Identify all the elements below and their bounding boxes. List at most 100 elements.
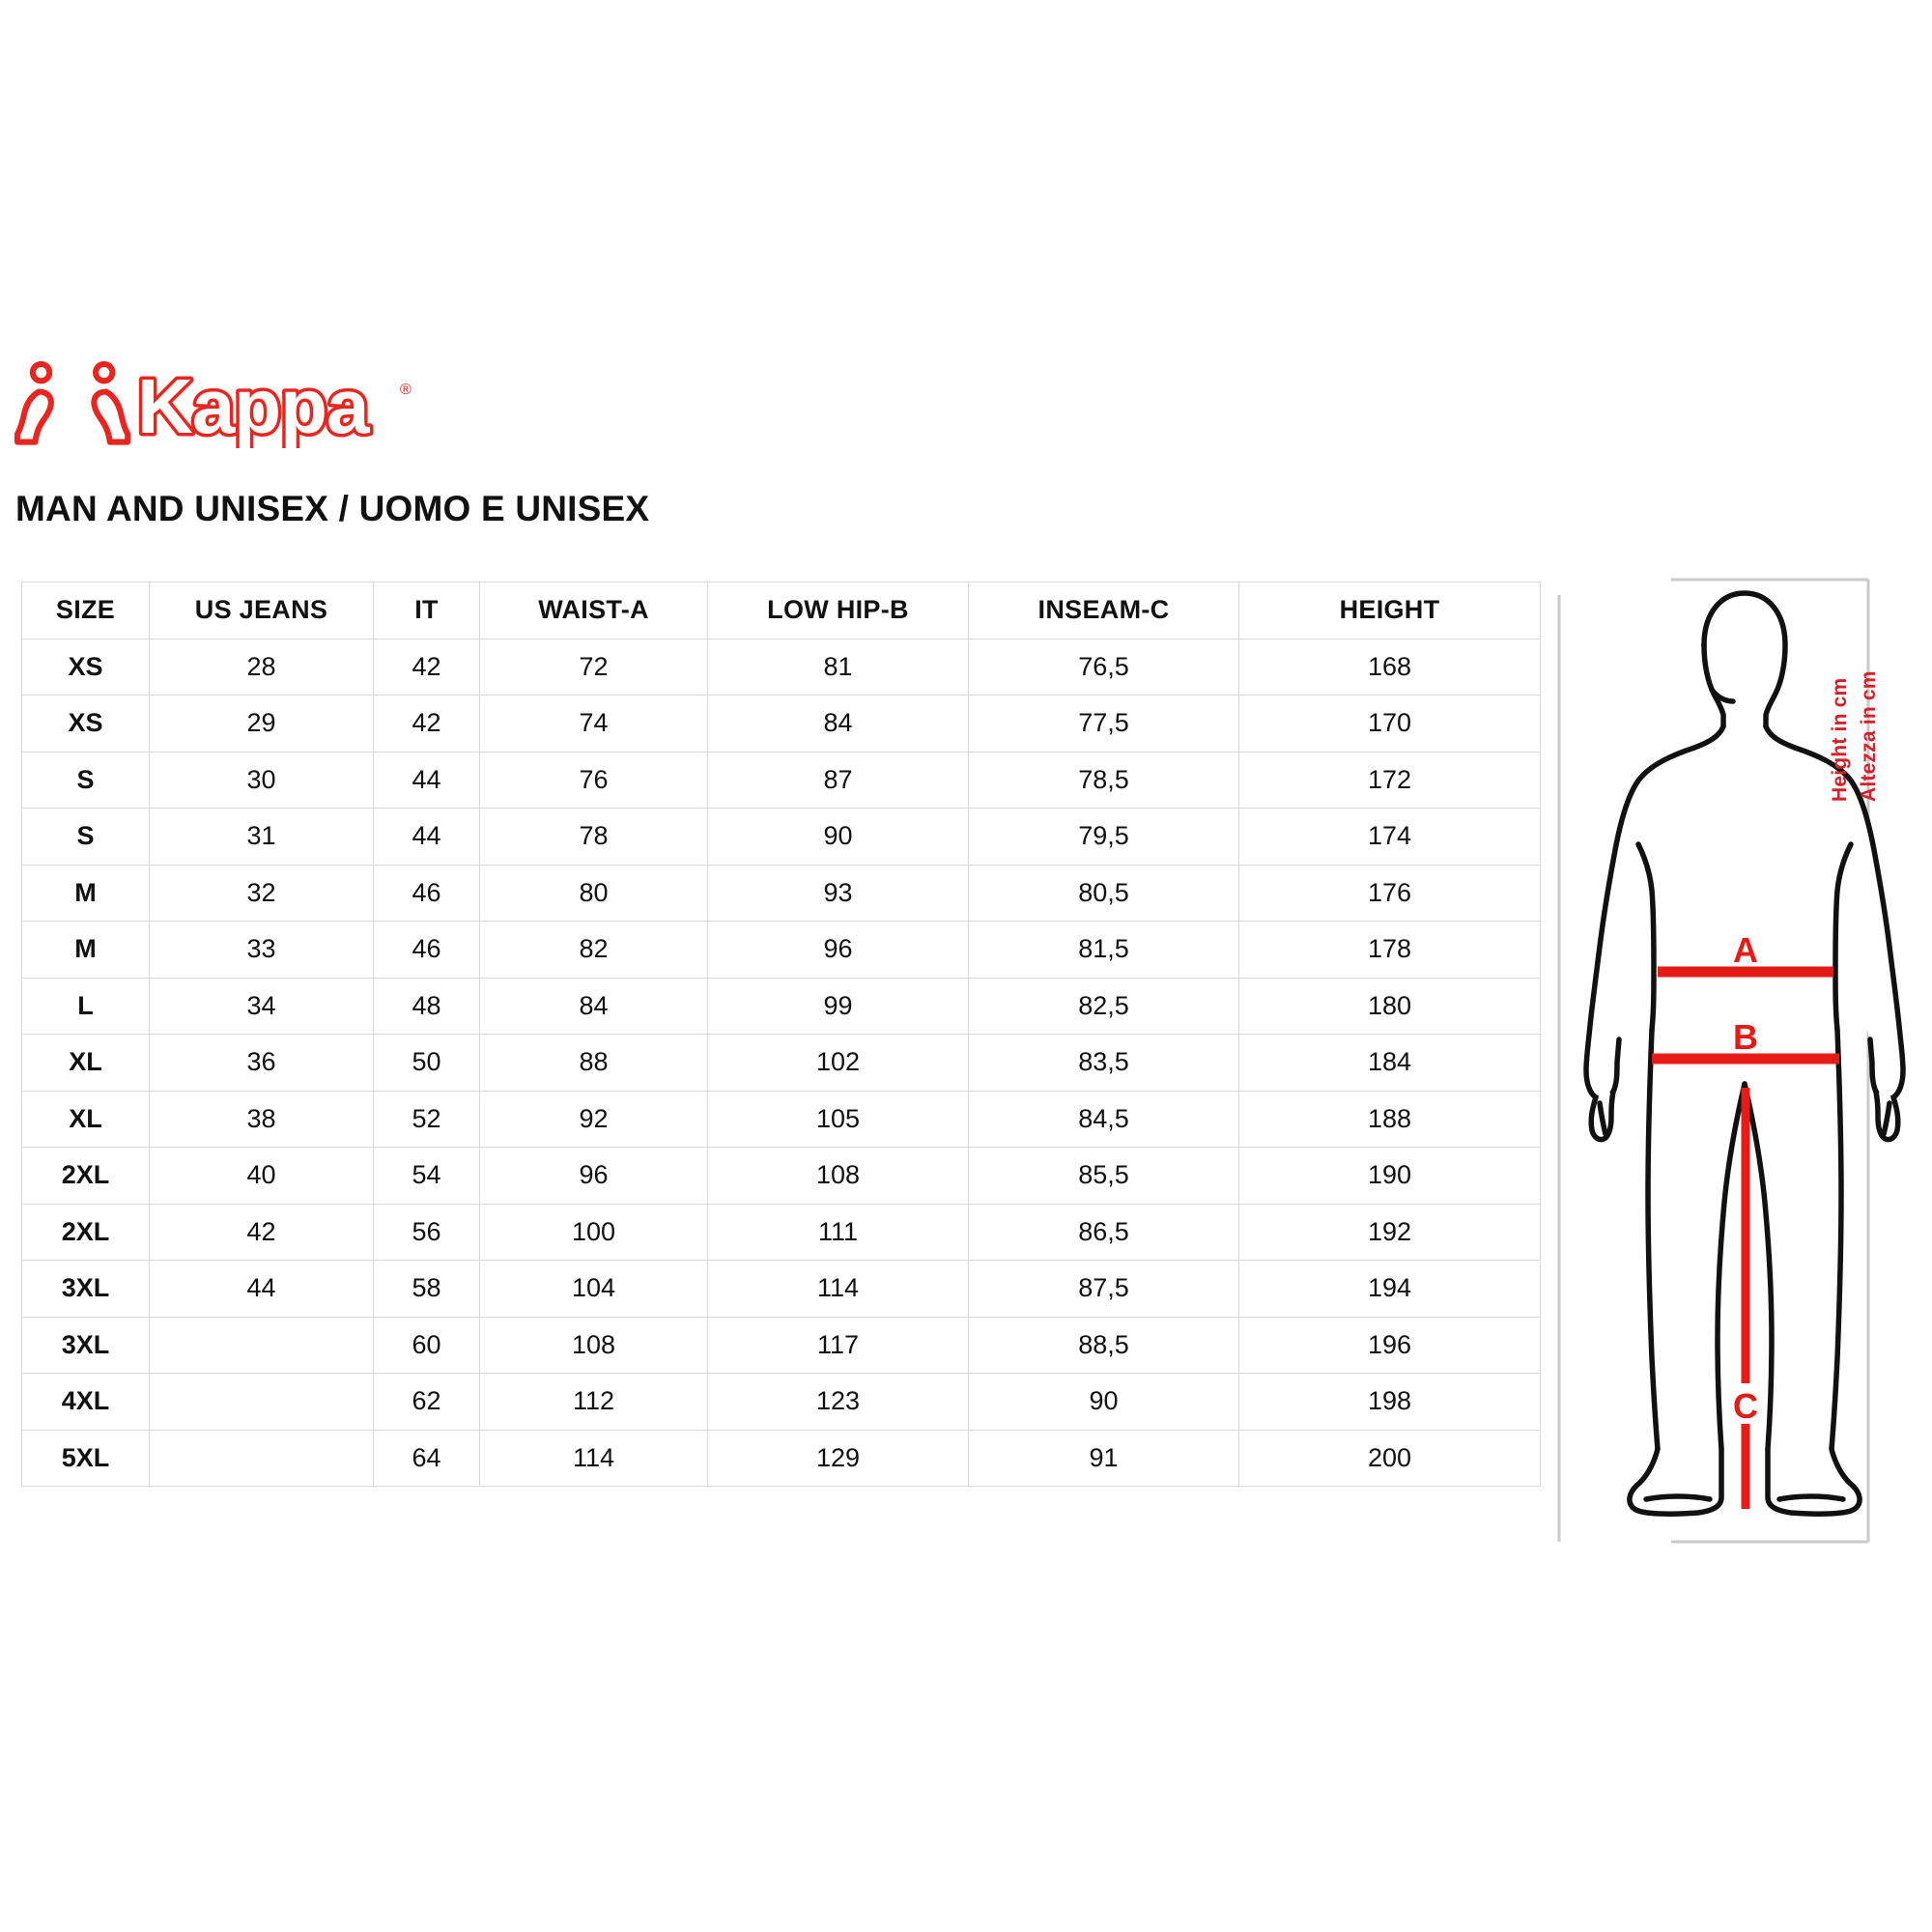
cell-height: 174: [1238, 808, 1541, 866]
table-row: 2XL 40 54 96 108 85,5 190: [21, 1147, 1541, 1205]
cell-size: XL: [21, 1034, 150, 1092]
cell-low-hip: 111: [707, 1203, 969, 1261]
cell-inseam: 77,5: [968, 695, 1239, 753]
cell-waist: 78: [479, 808, 708, 866]
col-header-us-jeans: US JEANS: [149, 582, 374, 639]
cell-it: 46: [373, 921, 480, 979]
cell-waist: 100: [479, 1203, 708, 1261]
cell-height: 196: [1238, 1316, 1541, 1374]
cell-size: XS: [21, 638, 150, 696]
cell-waist: 76: [479, 751, 708, 809]
cell-it: 52: [373, 1090, 480, 1148]
cell-height: 188: [1238, 1090, 1541, 1148]
cell-us-jeans: 28: [149, 638, 374, 696]
cell-it: 50: [373, 1034, 480, 1092]
cell-us-jeans: 40: [149, 1147, 374, 1205]
cell-waist: 80: [479, 864, 708, 922]
table-row: L 34 48 84 99 82,5 180: [21, 977, 1541, 1035]
cell-it: 60: [373, 1316, 480, 1374]
cell-low-hip: 129: [707, 1429, 969, 1487]
cell-low-hip: 123: [707, 1373, 969, 1431]
cell-inseam: 88,5: [968, 1316, 1239, 1374]
table-body: XS 28 42 72 81 76,5 168 XS 29 42 74 84 77,5 170 S 30 44 7…: [21, 638, 1541, 1487]
cell-inseam: 85,5: [968, 1147, 1239, 1205]
cell-height: 168: [1238, 638, 1541, 696]
inseam-mark-label: C: [1733, 1386, 1758, 1426]
table-row: XL 36 50 88 102 83,5 184: [21, 1034, 1541, 1092]
cell-size: XL: [21, 1090, 150, 1148]
cell-us-jeans: 31: [149, 808, 374, 866]
cell-inseam: 86,5: [968, 1203, 1239, 1261]
table-row: S 31 44 78 90 79,5 174: [21, 808, 1541, 866]
cell-size: 3XL: [21, 1260, 150, 1318]
table-header-row: SIZE US JEANS IT WAIST-A LOW HIP-B INSEA…: [21, 582, 1541, 639]
cell-low-hip: 93: [707, 864, 969, 922]
cell-inseam: 76,5: [968, 638, 1239, 696]
cell-waist: 108: [479, 1316, 708, 1374]
cell-us-jeans: 36: [149, 1034, 374, 1092]
cell-low-hip: 108: [707, 1147, 969, 1205]
cell-inseam: 83,5: [968, 1034, 1239, 1092]
cell-size: 4XL: [21, 1373, 150, 1431]
cell-us-jeans: 32: [149, 864, 374, 922]
cell-waist: 92: [479, 1090, 708, 1148]
cell-size: L: [21, 977, 150, 1035]
page-title: MAN AND UNISEX / UOMO E UNISEX: [15, 489, 650, 528]
table-row: XS 28 42 72 81 76,5 168: [21, 638, 1541, 696]
cell-us-jeans: 44: [149, 1260, 374, 1318]
kappa-logo: Kappa ®: [14, 359, 535, 448]
cell-it: 64: [373, 1429, 480, 1487]
body-figure-svg: A B C: [1557, 578, 1906, 1544]
cell-height: 198: [1238, 1373, 1541, 1431]
cell-it: 42: [373, 638, 480, 696]
kappa-wordmark: Kappa: [134, 360, 375, 449]
cell-inseam: 90: [968, 1373, 1239, 1431]
cell-waist: 74: [479, 695, 708, 753]
cell-low-hip: 90: [707, 808, 969, 866]
cell-waist: 82: [479, 921, 708, 979]
cell-height: 192: [1238, 1203, 1541, 1261]
body-measurement-diagram: A B C: [1557, 537, 1932, 1580]
cell-it: 62: [373, 1373, 480, 1431]
cell-height: 172: [1238, 751, 1541, 809]
table-row: 3XL 44 58 104 114 87,5 194: [21, 1260, 1541, 1318]
cell-low-hip: 99: [707, 977, 969, 1035]
table-row: 5XL 64 114 129 91 200: [21, 1429, 1541, 1487]
cell-height: 180: [1238, 977, 1541, 1035]
table-row: M 32 46 80 93 80,5 176: [21, 864, 1541, 922]
table-row: XL 38 52 92 105 84,5 188: [21, 1090, 1541, 1148]
cell-size: M: [21, 864, 150, 922]
cell-inseam: 78,5: [968, 751, 1239, 809]
col-header-waist: WAIST-A: [479, 582, 708, 639]
kappa-logo-svg: Kappa ®: [14, 360, 412, 449]
col-header-it: IT: [373, 582, 480, 639]
table-row: 4XL 62 112 123 90 198: [21, 1373, 1541, 1431]
cell-size: 3XL: [21, 1316, 150, 1374]
cell-size: 2XL: [21, 1203, 150, 1261]
cell-waist: 112: [479, 1373, 708, 1431]
cell-low-hip: 117: [707, 1316, 969, 1374]
height-label-english: Height in cm: [1829, 677, 1851, 802]
cell-low-hip: 114: [707, 1260, 969, 1318]
cell-us-jeans: 34: [149, 977, 374, 1035]
cell-low-hip: 96: [707, 921, 969, 979]
cell-us-jeans: [149, 1373, 374, 1431]
cell-waist: 114: [479, 1429, 708, 1487]
cell-it: 54: [373, 1147, 480, 1205]
cell-it: 48: [373, 977, 480, 1035]
cell-inseam: 80,5: [968, 864, 1239, 922]
cell-height: 178: [1238, 921, 1541, 979]
height-label-italian: Altezza in cm: [1858, 670, 1880, 802]
cell-inseam: 84,5: [968, 1090, 1239, 1148]
cell-inseam: 91: [968, 1429, 1239, 1487]
cell-us-jeans: 42: [149, 1203, 374, 1261]
cell-height: 184: [1238, 1034, 1541, 1092]
cell-it: 44: [373, 751, 480, 809]
waist-mark-label: A: [1733, 930, 1758, 970]
cell-inseam: 79,5: [968, 808, 1239, 866]
cell-it: 56: [373, 1203, 480, 1261]
omini-icon: [17, 364, 128, 442]
cell-it: 42: [373, 695, 480, 753]
cell-us-jeans: 30: [149, 751, 374, 809]
